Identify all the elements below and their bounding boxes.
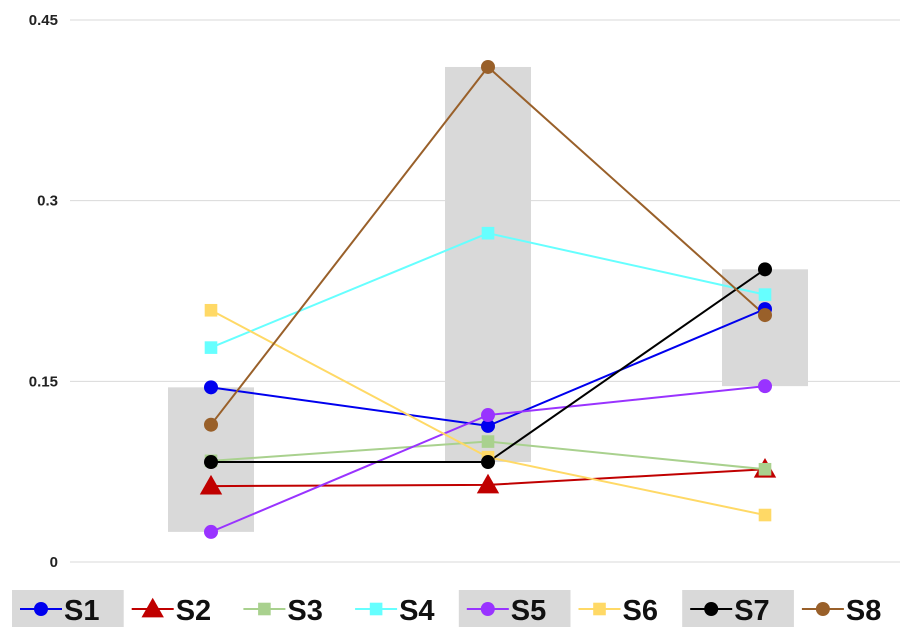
- legend: S1 S2 S3 S4 S5 S6 S7 S8: [12, 590, 881, 627]
- data-point: [481, 455, 495, 470]
- legend-label: S8: [846, 595, 881, 627]
- y-tick-label: 0.15: [29, 373, 58, 390]
- data-point: [204, 380, 218, 395]
- marker-layer: [199, 59, 777, 539]
- data-point: [204, 303, 218, 317]
- data-point: [204, 417, 218, 432]
- data-point: [481, 408, 495, 423]
- legend-label: S6: [623, 595, 658, 627]
- data-point: [204, 455, 218, 470]
- data-point: [369, 602, 383, 616]
- data-point: [758, 508, 772, 522]
- y-tick-label: 0: [50, 554, 58, 571]
- range-bar: [445, 66, 531, 463]
- legend-label: S2: [176, 595, 211, 627]
- legend-label: S1: [64, 595, 99, 627]
- data-point: [258, 602, 271, 616]
- legend-label: S4: [399, 595, 434, 627]
- data-point: [481, 59, 495, 74]
- data-point: [481, 435, 495, 448]
- data-point: [476, 473, 500, 494]
- data-point: [204, 524, 218, 539]
- legend-label: S3: [287, 595, 322, 627]
- y-tick-label: 0.3: [37, 193, 58, 210]
- legend-label: S5: [511, 595, 546, 627]
- data-point: [593, 602, 606, 616]
- data-point: [758, 288, 772, 301]
- data-point: [704, 602, 719, 616]
- data-point: [758, 462, 772, 476]
- data-point: [141, 597, 164, 618]
- legend-label: S7: [734, 595, 769, 627]
- data-point: [481, 226, 495, 240]
- y-tick-labels: 0 0.15 0.3 0.45: [29, 12, 58, 571]
- data-point: [34, 602, 48, 616]
- y-tick-label: 0.45: [29, 12, 58, 29]
- data-point: [758, 379, 772, 394]
- data-point: [758, 308, 772, 323]
- data-point: [480, 602, 495, 616]
- data-point: [815, 602, 830, 616]
- data-point: [204, 341, 218, 354]
- data-point: [199, 474, 223, 495]
- data-point: [758, 262, 772, 277]
- data-point: [481, 418, 495, 433]
